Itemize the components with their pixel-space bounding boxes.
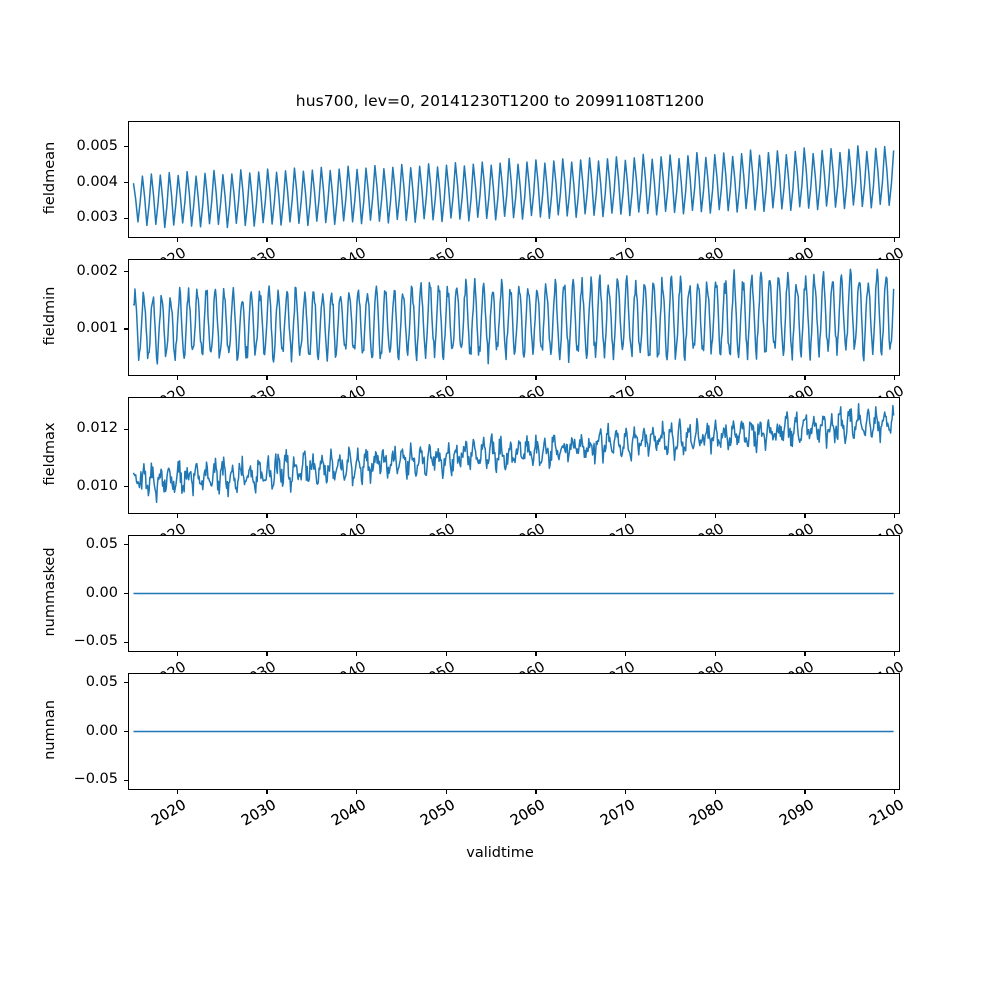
- x-tick-mark: [714, 514, 716, 518]
- x-tick-mark: [266, 238, 268, 242]
- x-tick-mark: [535, 514, 537, 518]
- x-tick-mark: [176, 652, 178, 656]
- subplot-numnan: [128, 673, 900, 790]
- y-tick-label: 0.010: [76, 477, 118, 494]
- y-axis-label-numnan: numnan: [42, 699, 58, 760]
- x-tick-mark: [176, 238, 178, 242]
- x-tick-mark: [445, 790, 447, 794]
- y-axis-label-fieldmax: fieldmax: [42, 422, 58, 485]
- x-tick-mark: [266, 514, 268, 518]
- y-axis-label-fieldmin: fieldmin: [42, 286, 58, 345]
- x-tick-mark: [714, 652, 716, 656]
- numnan-line-plot: [129, 674, 899, 789]
- fieldmax-line-plot: [129, 398, 899, 513]
- x-tick-mark: [894, 652, 896, 656]
- x-tick-mark: [894, 790, 896, 794]
- data-line: [133, 146, 893, 228]
- x-tick-mark: [714, 790, 716, 794]
- x-tick-mark: [804, 514, 806, 518]
- x-tick-mark: [176, 376, 178, 380]
- x-tick-mark: [535, 376, 537, 380]
- x-tick-mark: [356, 790, 358, 794]
- data-line: [133, 404, 893, 503]
- x-tick-mark: [714, 238, 716, 242]
- x-tick-mark: [176, 790, 178, 794]
- x-tick-mark: [804, 652, 806, 656]
- y-tick-label: 0.005: [76, 137, 118, 154]
- y-tick-label: 0.00: [85, 722, 118, 739]
- x-tick-mark: [356, 238, 358, 242]
- subplot-fieldmin: [128, 259, 900, 376]
- y-tick-label: 0.05: [85, 673, 118, 690]
- x-tick-mark: [625, 790, 627, 794]
- x-tick-mark: [625, 514, 627, 518]
- y-tick-label: 0.003: [76, 209, 118, 226]
- x-tick-mark: [176, 514, 178, 518]
- x-tick-mark: [535, 790, 537, 794]
- subplot-fieldmax: [128, 397, 900, 514]
- figure-title: hus700, lev=0, 20141230T1200 to 20991108…: [295, 92, 705, 110]
- y-axis-label-fieldmean: fieldmean: [42, 141, 58, 214]
- subplot-fieldmean: [128, 121, 900, 238]
- y-tick-label: 0.004: [76, 173, 118, 190]
- x-tick-mark: [535, 652, 537, 656]
- x-tick-mark: [804, 376, 806, 380]
- x-tick-mark: [266, 790, 268, 794]
- y-tick-label: 0.002: [76, 262, 118, 279]
- y-tick-label: 0.001: [76, 319, 118, 336]
- x-tick-mark: [445, 238, 447, 242]
- x-tick-mark: [356, 376, 358, 380]
- x-tick-mark: [894, 514, 896, 518]
- nummasked-line-plot: [129, 536, 899, 651]
- x-tick-mark: [625, 238, 627, 242]
- y-axis-label-nummasked: nummasked: [42, 546, 58, 637]
- y-tick-label: 0.00: [85, 584, 118, 601]
- x-tick-mark: [625, 652, 627, 656]
- x-tick-mark: [445, 376, 447, 380]
- fieldmean-line-plot: [129, 122, 899, 237]
- x-axis-label: validtime: [466, 845, 534, 861]
- subplot-nummasked: [128, 535, 900, 652]
- x-tick-mark: [894, 238, 896, 242]
- fieldmin-line-plot: [129, 260, 899, 375]
- y-tick-label: −0.05: [73, 633, 118, 650]
- x-tick-mark: [625, 376, 627, 380]
- x-tick-mark: [714, 376, 716, 380]
- x-tick-mark: [356, 514, 358, 518]
- x-tick-mark: [356, 652, 358, 656]
- data-line: [133, 269, 893, 364]
- y-tick-label: 0.05: [85, 535, 118, 552]
- x-tick-mark: [804, 238, 806, 242]
- x-tick-mark: [535, 238, 537, 242]
- x-tick-mark: [894, 376, 896, 380]
- x-tick-mark: [445, 652, 447, 656]
- x-tick-mark: [266, 652, 268, 656]
- x-tick-mark: [445, 514, 447, 518]
- y-tick-label: 0.012: [76, 420, 118, 437]
- x-tick-mark: [804, 790, 806, 794]
- y-tick-label: −0.05: [73, 771, 118, 788]
- x-tick-mark: [266, 376, 268, 380]
